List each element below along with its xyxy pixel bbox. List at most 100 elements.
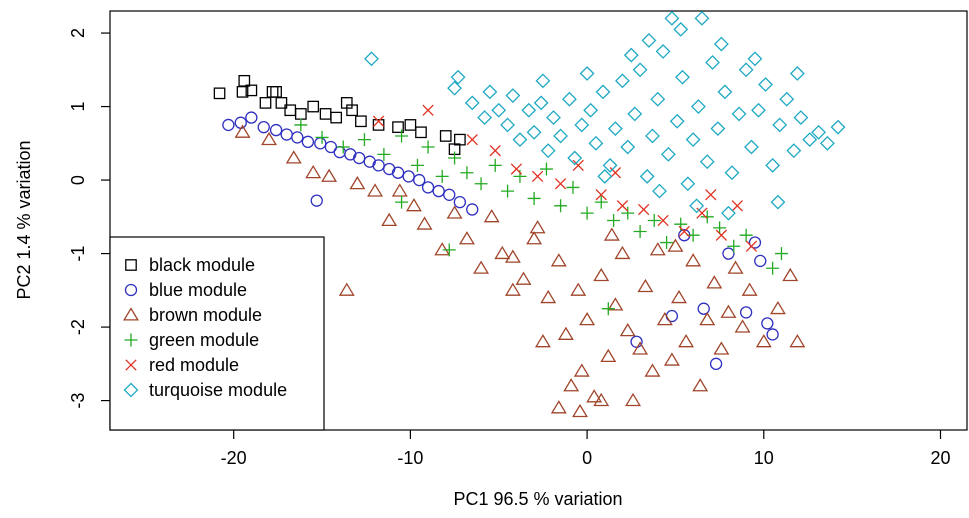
- data-point: [639, 168, 655, 184]
- data-point: [285, 150, 302, 164]
- data-point: [655, 44, 671, 59]
- data-point: [717, 84, 733, 100]
- data-point: [755, 334, 772, 348]
- data-point: [645, 128, 660, 144]
- series-green-module: [294, 118, 788, 316]
- data-point: [442, 243, 456, 257]
- data-point: [381, 212, 398, 227]
- data-point: [238, 74, 251, 87]
- data-point: [391, 166, 405, 179]
- data-point: [535, 73, 551, 89]
- data-point: [357, 133, 371, 147]
- data-point: [305, 164, 322, 179]
- data-point: [586, 389, 603, 403]
- x-axis-label: PC1 96.5 % variation: [453, 489, 622, 509]
- data-point: [625, 392, 642, 407]
- data-point: [321, 168, 338, 182]
- data-point: [213, 87, 226, 100]
- data-point: [685, 253, 702, 267]
- data-point: [572, 159, 584, 172]
- data-point: [710, 121, 726, 137]
- data-point: [588, 135, 604, 151]
- data-point: [789, 66, 805, 81]
- data-point: [372, 119, 385, 131]
- x-tick-label: -20: [221, 448, 247, 468]
- data-point: [614, 245, 631, 260]
- data-point: [656, 311, 673, 326]
- data-point: [607, 214, 621, 227]
- data-point: [491, 102, 507, 118]
- data-point: [416, 216, 433, 230]
- data-point: [346, 104, 358, 117]
- data-point: [432, 184, 445, 198]
- legend-marker: [125, 259, 137, 271]
- data-point: [779, 91, 795, 107]
- data-point: [567, 150, 583, 166]
- data-point: [713, 36, 729, 52]
- data-point: [554, 199, 568, 213]
- data-point: [647, 214, 661, 227]
- data-point: [259, 97, 272, 109]
- data-point: [280, 128, 293, 141]
- data-point: [619, 322, 636, 337]
- x-axis: -20 -10 0 10 20: [221, 430, 951, 468]
- data-point: [579, 311, 596, 326]
- data-point: [546, 110, 561, 126]
- data-point: [786, 143, 802, 159]
- data-point: [466, 133, 478, 146]
- y-axis-label: PC2 1.4 % variation: [14, 140, 34, 299]
- y-tick-label: -3: [68, 393, 88, 409]
- points-layer: [213, 10, 846, 418]
- data-point: [488, 158, 502, 172]
- data-point: [234, 116, 247, 129]
- data-point: [669, 113, 685, 129]
- data-point: [620, 139, 636, 155]
- legend-label: turquoise module: [149, 380, 287, 400]
- data-point: [745, 240, 758, 252]
- data-point: [473, 260, 490, 274]
- data-point: [630, 335, 643, 348]
- data-point: [697, 302, 710, 315]
- data-point: [448, 151, 462, 165]
- y-tick-label: 2: [68, 28, 88, 38]
- data-point: [574, 117, 590, 133]
- series-black-module: [213, 74, 466, 156]
- data-point: [450, 69, 466, 85]
- legend-label: blue module: [149, 280, 247, 300]
- data-point: [367, 183, 384, 197]
- data-point: [766, 261, 780, 275]
- data-point: [527, 191, 541, 205]
- data-point: [678, 334, 695, 348]
- x-tick-label: 10: [754, 448, 774, 468]
- data-point: [482, 84, 498, 100]
- data-point: [504, 282, 521, 296]
- data-point: [483, 209, 500, 223]
- data-point: [395, 129, 409, 143]
- data-point: [315, 130, 329, 144]
- legend-label: brown module: [149, 305, 262, 325]
- data-point: [637, 203, 650, 216]
- data-point: [421, 181, 435, 194]
- data-point: [533, 95, 549, 111]
- data-point: [649, 242, 666, 256]
- data-point: [713, 221, 727, 235]
- data-point: [705, 55, 720, 70]
- data-point: [526, 124, 542, 140]
- data-point: [641, 32, 657, 48]
- data-point: [501, 184, 515, 198]
- data-point: [330, 111, 343, 124]
- data-point: [739, 306, 753, 319]
- data-point: [222, 118, 235, 132]
- data-point: [245, 111, 258, 124]
- data-point: [738, 62, 754, 78]
- data-point: [531, 170, 544, 183]
- data-point: [793, 110, 809, 126]
- data-point: [715, 229, 728, 241]
- data-point: [534, 334, 551, 348]
- data-point: [291, 131, 304, 144]
- data-point: [789, 334, 806, 348]
- data-point: [447, 80, 462, 96]
- data-point: [579, 66, 595, 81]
- data-point: [439, 130, 452, 142]
- data-point: [269, 123, 283, 137]
